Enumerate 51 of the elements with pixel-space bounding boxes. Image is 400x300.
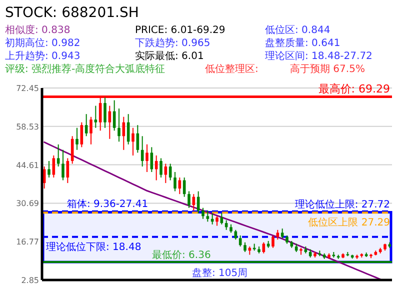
candlestick: [174, 172, 176, 192]
candlestick: [118, 108, 120, 142]
ref-line-label: 最高价: 69.29: [318, 82, 390, 96]
candlestick: [52, 154, 56, 178]
text: PRICE: 6.01-69.29: [135, 25, 226, 36]
y-tick-label: 44.61: [16, 160, 39, 170]
candlestick: [272, 234, 274, 248]
text: 评级: 强烈推荐-高度符合大弧底特征: [5, 63, 166, 75]
candlestick: [90, 116, 92, 145]
text: 实际最低: 6.01: [135, 50, 204, 62]
ref-line-label: 低位区上限 27.29: [308, 216, 390, 229]
y-tick-label: 72.45: [16, 84, 39, 93]
y-tick-label: 16.77: [16, 238, 39, 247]
candlestick: [48, 160, 50, 178]
text: 盘整质量: 0.641: [265, 37, 340, 49]
text: 初期高位: 0.982: [5, 37, 80, 49]
ref-line-label: 理论低位上限: 27.72: [294, 198, 390, 210]
candlestick: [62, 149, 64, 181]
y-tick-label: 58.53: [16, 122, 39, 132]
text: 理论区间: 18.48-27.72: [265, 50, 372, 62]
candlestick: [104, 97, 106, 128]
chart-title: STOCK: 688201.SH: [5, 5, 139, 21]
candlestick: [206, 210, 210, 222]
y-tick-label: 2.85: [21, 276, 39, 285]
y-tick-label: 30.69: [16, 199, 39, 208]
candlestick: [262, 242, 266, 254]
candlestick: [160, 158, 162, 178]
candlestick: [94, 105, 98, 128]
candlestick: [276, 229, 280, 240]
annotation: 最低价: 6.36: [152, 249, 211, 262]
band-label: 箱体: 9.36-27.41: [67, 198, 148, 210]
candlestick: [146, 144, 148, 172]
candlestick: [238, 234, 242, 247]
annotation: 盘整: 105周: [192, 267, 248, 279]
text: 下跌趋势: 0.965: [135, 37, 210, 49]
candlestick: [84, 114, 88, 137]
candlestick: [202, 207, 204, 220]
candlestick: [164, 163, 168, 184]
candlestick: [216, 216, 218, 226]
text: 上升趋势: 0.943: [5, 50, 80, 62]
text: 高于预期 67.5%: [290, 63, 365, 75]
candlestick: [132, 127, 134, 156]
candlestick: [80, 122, 84, 148]
text: 低位区: 0.844: [265, 24, 330, 36]
text: 相似度: 0.838: [5, 24, 70, 36]
candlestick: [188, 190, 190, 208]
text: 低位整理区:: [205, 63, 258, 75]
ref-line-label: 理论低位下限: 18.48: [46, 240, 142, 253]
candlestick: [76, 127, 78, 150]
candlestick: [280, 228, 284, 239]
candlestick: [244, 242, 246, 252]
